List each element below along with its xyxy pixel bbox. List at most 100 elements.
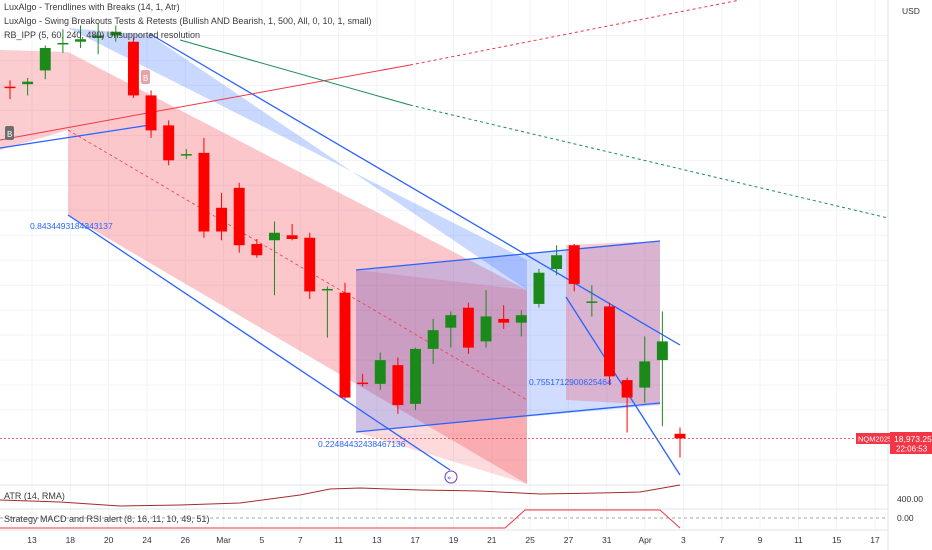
trendline-red bbox=[0, 64, 411, 141]
candle-body bbox=[445, 315, 457, 328]
candle-body bbox=[269, 232, 280, 241]
trendline-red-ext bbox=[409, 0, 741, 66]
channel-mid-line bbox=[67, 129, 528, 401]
candle-body bbox=[410, 348, 421, 404]
atr-tick: 400.00 bbox=[897, 494, 923, 504]
atr-pane-label[interactable]: ATR (14, RMA) bbox=[4, 491, 65, 501]
candle-body bbox=[145, 95, 157, 131]
candle-body bbox=[39, 47, 51, 71]
badge-b-2-text: B bbox=[143, 74, 148, 83]
candle-body bbox=[110, 31, 122, 36]
candle-body bbox=[639, 361, 651, 388]
x-tick-label: Mar bbox=[216, 535, 231, 545]
svg-text:»: » bbox=[447, 474, 451, 482]
strategy-tick: 0.00 bbox=[897, 513, 914, 523]
candle-body bbox=[22, 81, 34, 85]
x-tick-label: 18 bbox=[66, 535, 76, 545]
atr-line bbox=[0, 484, 681, 507]
candle-body bbox=[304, 237, 316, 292]
candle-body bbox=[656, 341, 668, 361]
candle-body bbox=[57, 42, 69, 45]
x-tick-label: 13 bbox=[372, 535, 382, 545]
candle-body bbox=[251, 243, 263, 256]
fib-label-1: 0.8434493184343137 bbox=[30, 221, 113, 231]
candle-body bbox=[515, 315, 527, 323]
x-tick-label: 17 bbox=[870, 535, 880, 545]
candle-body bbox=[374, 360, 386, 384]
x-tick-label: 27 bbox=[564, 535, 574, 545]
badge-b-1[interactable]: B bbox=[5, 126, 14, 140]
candle-body bbox=[92, 35, 104, 38]
x-tick-label: 9 bbox=[758, 535, 763, 545]
channel-0-lower bbox=[0, 50, 68, 150]
x-tick-label: 20 bbox=[104, 535, 114, 545]
channel-lower-line bbox=[67, 214, 451, 471]
candle-body bbox=[286, 235, 298, 239]
candle-body bbox=[163, 125, 175, 161]
candle-body bbox=[339, 292, 351, 398]
x-tick-label: 25 bbox=[525, 535, 535, 545]
candle-body bbox=[480, 316, 492, 342]
x-tick-label: 11 bbox=[794, 535, 803, 545]
indicator-trendlines[interactable]: LuxAlgo - Trendlines with Breaks (14, 1,… bbox=[4, 2, 180, 12]
price-tag: NQM2025 18,973.25 22:06:53 bbox=[856, 432, 932, 454]
fib-label-3: 0.7551712900625464 bbox=[529, 377, 612, 387]
candle-body bbox=[233, 187, 245, 246]
trendline-green-ext bbox=[409, 104, 889, 219]
candle-body bbox=[586, 301, 598, 303]
x-tick-label: 3 bbox=[681, 535, 686, 545]
x-tick-label: 31 bbox=[602, 535, 612, 545]
candle-body bbox=[551, 255, 563, 269]
strategy-line bbox=[0, 509, 681, 529]
candle-body bbox=[198, 152, 210, 232]
strategy-pane-label[interactable]: Strategy MACD and RSI alert (8, 16, 11, … bbox=[4, 514, 210, 524]
fib-label-2: 0.2248443243846713​6 bbox=[318, 439, 406, 449]
x-tick-label: 11 bbox=[334, 535, 343, 545]
candle-body bbox=[568, 245, 580, 284]
x-tick-label: 17 bbox=[410, 535, 420, 545]
channel-2-top bbox=[355, 240, 661, 271]
jump-to-realtime-icon[interactable]: » bbox=[444, 470, 458, 484]
candle-body bbox=[621, 380, 633, 398]
channel-2-bottom bbox=[355, 402, 661, 433]
badge-b-1-bg bbox=[5, 126, 14, 140]
x-tick-label: 13 bbox=[27, 535, 37, 545]
candle-body bbox=[321, 288, 333, 291]
badge-b-2[interactable]: B bbox=[141, 70, 150, 84]
indicator-rb-ipp[interactable]: RB_IPP (5, 60, 240, 480) Unsupported res… bbox=[4, 30, 200, 40]
channel-0-bottom bbox=[0, 124, 151, 149]
x-tick-label: 5 bbox=[260, 535, 265, 545]
trendline-green bbox=[179, 39, 411, 106]
price-tag-value: 18,973.25 bbox=[894, 434, 932, 444]
grid bbox=[0, 0, 888, 530]
badge-b-1-text: B bbox=[7, 130, 12, 139]
candle-body bbox=[392, 365, 404, 406]
candles bbox=[4, 22, 686, 458]
candle-body bbox=[462, 307, 474, 348]
currency-label: USD bbox=[902, 6, 920, 16]
candle-body bbox=[498, 318, 510, 323]
candle-body bbox=[216, 207, 228, 232]
x-tick-label: 19 bbox=[449, 535, 459, 545]
x-tick-label: Apr bbox=[638, 535, 651, 545]
price-tag-bg bbox=[890, 432, 932, 454]
symbol-tag: NQM2025 bbox=[858, 435, 892, 444]
indicator-panes bbox=[0, 484, 888, 529]
symbol-tag-bg bbox=[856, 433, 890, 444]
x-tick-label: 7 bbox=[298, 535, 303, 545]
x-tick-label: 24 bbox=[142, 535, 152, 545]
candle-body bbox=[604, 306, 615, 377]
badge-b-2-bg bbox=[141, 70, 150, 84]
x-tick-label: 21 bbox=[487, 535, 497, 545]
candle-body bbox=[75, 39, 86, 42]
candle-body bbox=[357, 382, 369, 385]
candle-body bbox=[4, 86, 16, 89]
candle-body bbox=[427, 330, 439, 349]
x-tick-label: 15 bbox=[832, 535, 842, 545]
x-tick-label: 26 bbox=[181, 535, 191, 545]
candle-body bbox=[127, 41, 139, 96]
x-tick-label: 7 bbox=[719, 535, 724, 545]
indicator-swing-breakouts[interactable]: LuxAlgo - Swing Breakouts Tests & Retest… bbox=[4, 16, 372, 26]
candle-body bbox=[674, 433, 686, 439]
